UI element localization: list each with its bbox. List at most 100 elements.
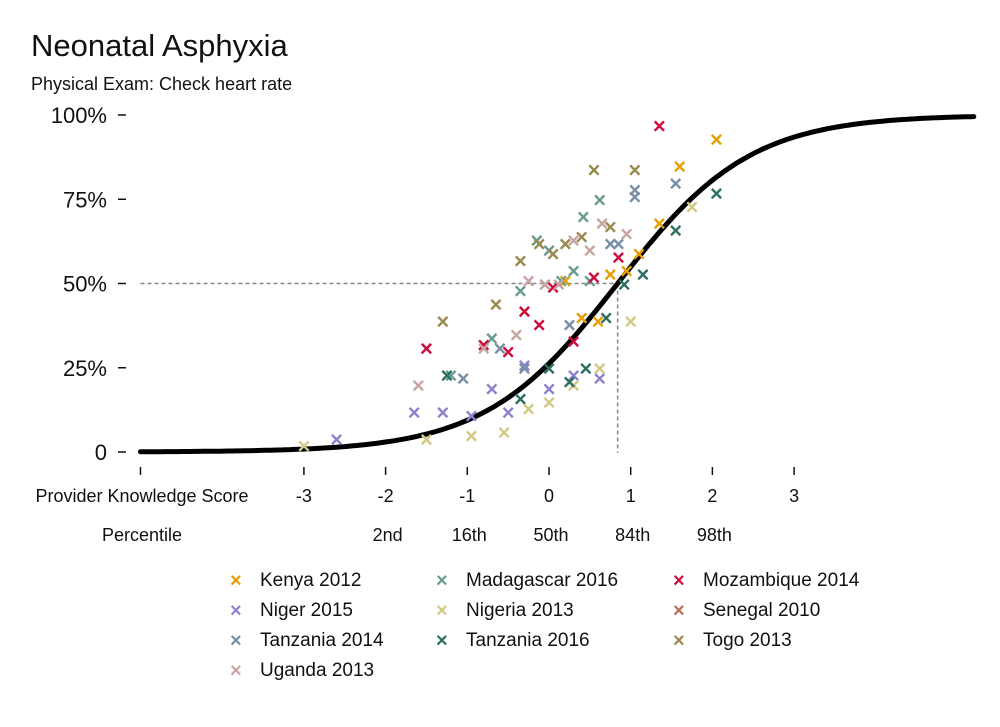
data-point: ×: [620, 258, 633, 283]
legend-item: × Tanzania 2016: [434, 628, 671, 654]
data-point: ×: [612, 231, 625, 256]
data-point: ×: [567, 363, 580, 388]
legend-label: Uganda 2013: [260, 660, 375, 681]
percentile-tick-label: 16th: [452, 525, 487, 545]
legend-item: × Mozambique 2014: [671, 568, 891, 594]
data-point: ×: [552, 272, 565, 297]
data-point: ×: [588, 157, 601, 182]
data-point: ×: [445, 363, 458, 388]
data-point: ×: [653, 211, 666, 236]
data-point: ×: [420, 336, 433, 361]
data-point: ×: [543, 390, 556, 415]
data-point: ×: [669, 171, 682, 196]
data-point: ×: [669, 218, 682, 243]
data-point: ×: [547, 275, 560, 300]
data-point: ×: [538, 272, 551, 297]
data-point: ×: [510, 322, 523, 347]
data-point: ×: [710, 127, 723, 152]
data-point: ×: [538, 272, 551, 297]
legend-item: × Senegal 2010: [671, 598, 891, 624]
data-point: ×: [618, 272, 631, 297]
legend-marker-icon: ×: [673, 570, 685, 592]
data-point: ×: [420, 336, 433, 361]
data-point: ×: [465, 403, 478, 428]
data-point: ×: [555, 269, 568, 294]
data-point: ×: [412, 373, 425, 398]
data-point: ×: [577, 204, 590, 229]
legend-label: Kenya 2012: [260, 570, 362, 591]
x-tick-label: 3: [789, 486, 799, 506]
data-point: ×: [502, 339, 515, 364]
chart-subtitle: Physical Exam: Check heart rate: [31, 74, 293, 94]
legend-marker-icon: ×: [230, 630, 242, 652]
data-point: ×: [465, 424, 478, 449]
data-point: ×: [330, 427, 343, 452]
legend-item: × Uganda 2013: [228, 658, 434, 684]
data-point: ×: [593, 366, 606, 391]
legend-label: Madagascar 2016: [466, 570, 619, 591]
data-point: ×: [543, 376, 556, 401]
data-point: ×: [673, 154, 686, 179]
data-point: ×: [600, 306, 613, 331]
legend-item: × Niger 2015: [228, 598, 434, 624]
legend-item: × Kenya 2012: [228, 568, 434, 594]
data-point: ×: [563, 312, 576, 337]
legend-marker-icon: ×: [673, 630, 685, 652]
data-point: ×: [559, 231, 572, 256]
data-point: ×: [579, 356, 592, 381]
y-tick-label: 25%: [63, 356, 107, 381]
data-point: ×: [567, 329, 580, 354]
data-point: ×: [533, 231, 546, 256]
data-point: ×: [583, 269, 596, 294]
data-point: ×: [612, 245, 625, 270]
data-point: ×: [593, 356, 606, 381]
legend-label: Togo 2013: [703, 630, 792, 651]
data-point: ×: [297, 434, 310, 459]
data-point: ×: [620, 221, 633, 246]
x-axis-label: Provider Knowledge Score: [35, 486, 248, 506]
data-point: ×: [567, 258, 580, 283]
data-point: ×: [575, 225, 588, 250]
percentile-tick-label: 84th: [615, 525, 650, 545]
legend-marker-icon: ×: [230, 600, 242, 622]
legend-item: × Madagascar 2016: [434, 568, 671, 594]
data-point: ×: [518, 299, 531, 324]
data-point: ×: [567, 373, 580, 398]
data-point: ×: [489, 292, 502, 317]
data-point: ×: [686, 194, 699, 219]
data-point: ×: [420, 427, 433, 452]
data-point: ×: [604, 231, 617, 256]
data-point: ×: [530, 228, 543, 253]
data-point: ×: [653, 113, 666, 138]
data-point: ×: [604, 262, 617, 287]
data-point: ×: [436, 309, 449, 334]
percentile-label: Percentile: [102, 525, 182, 545]
x-tick-label: -3: [296, 486, 312, 506]
data-point: ×: [485, 376, 498, 401]
legend-label: Niger 2015: [260, 600, 353, 621]
scatter-plot: 0 25% 50% 75% 100% -3 -2 -1 0 1 2 3 Provider Knowled…: [35, 103, 977, 545]
y-tick-label: 0: [95, 440, 107, 465]
x-tick-label: 2: [707, 486, 717, 506]
data-point: ×: [632, 242, 645, 267]
data-point: ×: [440, 363, 453, 388]
data-point: ×: [408, 400, 421, 425]
data-point: ×: [596, 211, 609, 236]
data-point: ×: [514, 279, 527, 304]
data-point: ×: [604, 215, 617, 240]
data-point: ×: [563, 370, 576, 395]
data-point: ×: [547, 242, 560, 267]
data-point: ×: [637, 262, 650, 287]
data-point: ×: [624, 309, 637, 334]
data-point: ×: [628, 178, 641, 203]
data-point: ×: [628, 157, 641, 182]
data-point: ×: [477, 333, 490, 358]
legend-marker-icon: ×: [436, 570, 448, 592]
data-point: ×: [522, 269, 535, 294]
legend-item: × Togo 2013: [671, 628, 891, 654]
data-point: ×: [628, 184, 641, 209]
data-point: ×: [477, 336, 490, 361]
x-tick-label: -2: [378, 486, 394, 506]
legend-label: Tanzania 2014: [260, 630, 384, 651]
data-point: ×: [533, 312, 546, 337]
